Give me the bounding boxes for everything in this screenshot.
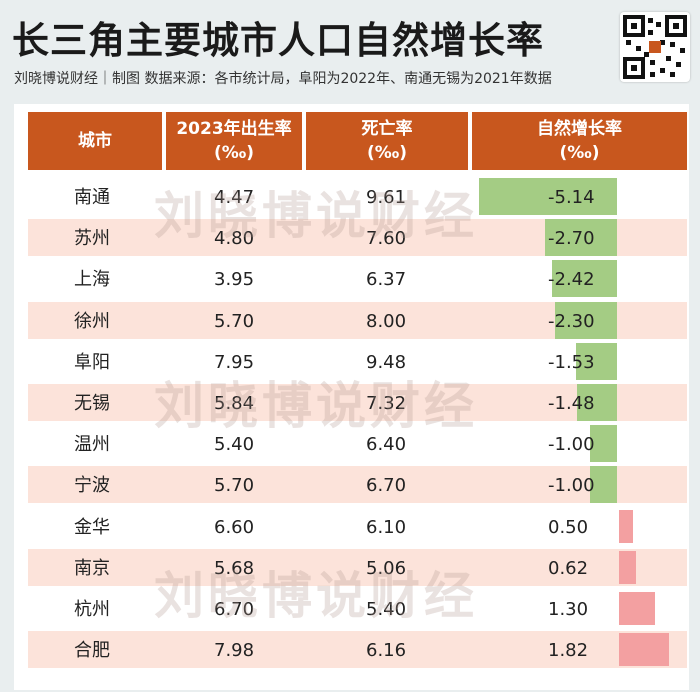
positive-growth-bar (619, 592, 655, 625)
cell-city: 徐州 (74, 310, 110, 332)
column-header-label: 城市 (78, 131, 112, 151)
table-row: 南通 4.47 9.61 -5.14 (28, 178, 687, 215)
cell-growth-rate: 1.82 (548, 640, 589, 662)
negative-growth-bar (555, 301, 617, 339)
cell-city: 杭州 (74, 599, 110, 620)
cell-death-rate: 6.10 (366, 516, 407, 538)
cell-birth-rate: 5.70 (214, 310, 255, 332)
cell-death-rate: 7.32 (366, 393, 407, 414)
cell-growth-rate: -1.53 (548, 351, 595, 373)
cell-death-rate: 5.06 (366, 557, 407, 579)
cell-city: 南京 (74, 557, 110, 579)
chart-subtitle: 刘晓博说财经｜制图 数据来源：各市统计局，阜阳为2022年、南通无锡为2021年… (14, 71, 552, 87)
negative-growth-bar (544, 219, 617, 257)
cell-growth-rate: -2.42 (548, 269, 595, 291)
table-row: 阜阳 7.95 9.48 -1.53 (28, 342, 687, 380)
cell-birth-rate: 7.98 (214, 640, 255, 662)
data-table: 城市 2023年出生率 (‰) 死亡率 (‰) 自然增长率 (‰) 南通 4.47 9.61 -5… (14, 104, 689, 690)
cell-death-rate: 6.40 (366, 434, 407, 456)
cell-birth-rate: 5.68 (214, 557, 255, 579)
cell-birth-rate: 7.95 (214, 351, 255, 373)
chart-title: 长三角主要城市人口自然增长率 (12, 18, 544, 62)
negative-growth-bar (552, 260, 617, 298)
cell-growth-rate: -2.70 (548, 228, 595, 250)
negative-growth-bar (575, 342, 617, 380)
positive-growth-bar (619, 633, 669, 667)
table-row: 南京 5.68 5.06 0.62 (28, 548, 687, 586)
column-header: 城市 (28, 112, 162, 170)
qr-code-icon (620, 12, 690, 82)
table-row: 金华 6.60 6.10 0.50 (28, 508, 687, 545)
cell-growth-rate: 1.30 (548, 599, 589, 620)
cell-birth-rate: 4.47 (214, 187, 255, 208)
cell-city: 苏州 (74, 228, 110, 250)
cell-growth-rate: 0.50 (548, 516, 589, 538)
cell-birth-rate: 5.70 (214, 475, 255, 497)
table-row: 上海 3.95 6.37 -2.42 (28, 260, 687, 298)
positive-growth-bar (619, 509, 633, 543)
column-header-unit: (‰) (366, 143, 408, 163)
cell-birth-rate: 5.40 (214, 434, 255, 456)
negative-growth-bar (590, 425, 617, 463)
cell-death-rate: 9.48 (366, 351, 407, 373)
cell-city: 宁波 (74, 475, 110, 497)
cell-birth-rate: 6.60 (214, 516, 255, 538)
column-header: 2023年出生率 (‰) (166, 112, 302, 170)
cell-birth-rate: 4.80 (214, 228, 255, 250)
column-header-label: 2023年出生率 (176, 119, 292, 139)
table-row: 苏州 4.80 7.60 -2.70 (28, 219, 687, 257)
column-header-label: 自然增长率 (537, 119, 622, 139)
cell-death-rate: 5.40 (366, 599, 407, 620)
cell-death-rate: 6.70 (366, 475, 407, 497)
table-row: 合肥 7.98 6.16 1.82 (28, 631, 687, 669)
cell-city: 阜阳 (74, 351, 110, 373)
cell-city: 金华 (74, 516, 110, 538)
cell-death-rate: 6.16 (366, 640, 407, 662)
cell-growth-rate: -1.48 (548, 393, 595, 414)
negative-growth-bar (479, 178, 617, 215)
negative-growth-bar (577, 384, 617, 421)
column-header: 自然增长率 (‰) (472, 112, 687, 170)
cell-death-rate: 8.00 (366, 310, 407, 332)
table-row: 杭州 6.70 5.40 1.30 (28, 590, 687, 627)
cell-death-rate: 6.37 (366, 269, 407, 291)
table-row: 徐州 5.70 8.00 -2.30 (28, 301, 687, 339)
table-row: 宁波 5.70 6.70 -1.00 (28, 466, 687, 504)
column-header-unit: (‰) (213, 143, 255, 163)
negative-growth-bar (590, 466, 617, 504)
cell-growth-rate: -5.14 (548, 187, 595, 208)
column-header-label: 死亡率 (361, 119, 413, 139)
cell-city: 南通 (74, 187, 110, 208)
cell-city: 温州 (74, 434, 110, 456)
cell-growth-rate: -2.30 (548, 310, 595, 332)
cell-birth-rate: 3.95 (214, 269, 255, 291)
table-row: 温州 5.40 6.40 -1.00 (28, 425, 687, 463)
table-row: 无锡 5.84 7.32 -1.48 (28, 384, 687, 421)
cell-death-rate: 9.61 (366, 187, 407, 208)
cell-growth-rate: -1.00 (548, 434, 595, 456)
cell-growth-rate: -1.00 (548, 475, 595, 497)
cell-city: 无锡 (74, 393, 110, 414)
cell-birth-rate: 6.70 (214, 599, 255, 620)
cell-growth-rate: 0.62 (548, 557, 589, 579)
cell-city: 合肥 (74, 640, 110, 662)
cell-death-rate: 7.60 (366, 228, 407, 250)
positive-growth-bar (619, 550, 637, 584)
cell-birth-rate: 5.84 (214, 393, 255, 414)
column-header-unit: (‰) (559, 143, 600, 163)
column-header: 死亡率 (‰) (306, 112, 468, 170)
cell-city: 上海 (74, 269, 110, 291)
